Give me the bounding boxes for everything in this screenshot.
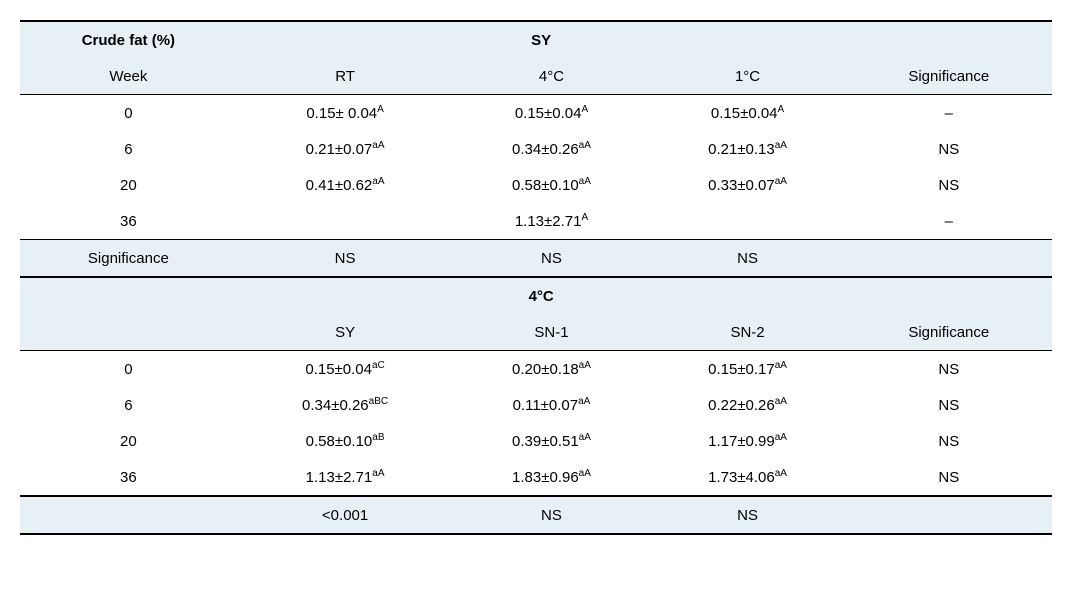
cell-c3: 1.17±0.99aA <box>650 423 846 459</box>
cell-c3 <box>650 203 846 240</box>
header-c3: 1°C <box>650 58 846 95</box>
cell-week: 0 <box>20 351 237 388</box>
cell-sig: – <box>846 203 1052 240</box>
cell-week: 36 <box>20 203 237 240</box>
table-row: 20 0.41±0.62aA 0.58±0.10aA 0.33±0.07aA N… <box>20 167 1052 203</box>
cell-week: 20 <box>20 423 237 459</box>
cell-c1: 0.15±0.04aC <box>237 351 454 388</box>
footer-c3: NS <box>650 496 846 534</box>
table-row: 0 0.15± 0.04A 0.15±0.04A 0.15±0.04A – <box>20 95 1052 132</box>
header-c1: SY <box>237 314 454 351</box>
section1-footer-row: Significance NS NS NS <box>20 240 1052 278</box>
footer-label: Significance <box>20 240 237 278</box>
footer-c2: NS <box>453 496 649 534</box>
empty-cell <box>20 277 237 314</box>
cell-sig: NS <box>846 423 1052 459</box>
section2-title-row: 4°C <box>20 277 1052 314</box>
cell-c2: 0.34±0.26aA <box>453 131 649 167</box>
table-row: 36 1.13±2.71A – <box>20 203 1052 240</box>
header-c2: SN-1 <box>453 314 649 351</box>
data-table: Crude fat (%) SY Week RT 4°C 1°C Signifi… <box>20 20 1052 535</box>
section1-title-row: Crude fat (%) SY <box>20 21 1052 58</box>
footer-c1: <0.001 <box>237 496 454 534</box>
header-sig: Significance <box>846 58 1052 95</box>
empty-cell <box>846 277 1052 314</box>
table-row: 36 1.13±2.71aA 1.83±0.96aA 1.73±4.06aA N… <box>20 459 1052 496</box>
section1-title-left: Crude fat (%) <box>20 21 237 58</box>
cell-c3: 1.73±4.06aA <box>650 459 846 496</box>
cell-c1: 1.13±2.71aA <box>237 459 454 496</box>
cell-c3: 0.21±0.13aA <box>650 131 846 167</box>
footer-c2: NS <box>453 240 649 278</box>
cell-c2: 0.58±0.10aA <box>453 167 649 203</box>
section1-header-row: Week RT 4°C 1°C Significance <box>20 58 1052 95</box>
table-row: 6 0.21±0.07aA 0.34±0.26aA 0.21±0.13aA NS <box>20 131 1052 167</box>
footer-c3: NS <box>650 240 846 278</box>
cell-sig: NS <box>846 167 1052 203</box>
section1-title-center: SY <box>237 21 846 58</box>
footer-sig <box>846 240 1052 278</box>
footer-c1: NS <box>237 240 454 278</box>
cell-c3: 0.33±0.07aA <box>650 167 846 203</box>
header-c2: 4°C <box>453 58 649 95</box>
cell-week: 6 <box>20 387 237 423</box>
cell-sig: NS <box>846 351 1052 388</box>
section2-footer-row: <0.001 NS NS <box>20 496 1052 534</box>
cell-sig: – <box>846 95 1052 132</box>
cell-c3: 0.15±0.04A <box>650 95 846 132</box>
cell-c3: 0.15±0.17aA <box>650 351 846 388</box>
footer-label <box>20 496 237 534</box>
table-row: 6 0.34±0.26aBC 0.11±0.07aA 0.22±0.26aA N… <box>20 387 1052 423</box>
cell-c1: 0.15± 0.04A <box>237 95 454 132</box>
cell-week: 20 <box>20 167 237 203</box>
cell-c1: 0.21±0.07aA <box>237 131 454 167</box>
header-week: Week <box>20 58 237 95</box>
cell-c2: 0.39±0.51aA <box>453 423 649 459</box>
header-sig: Significance <box>846 314 1052 351</box>
cell-c2: 0.15±0.04A <box>453 95 649 132</box>
table-row: 20 0.58±0.10aB 0.39±0.51aA 1.17±0.99aA N… <box>20 423 1052 459</box>
cell-c1: 0.58±0.10aB <box>237 423 454 459</box>
cell-c2: 0.20±0.18aA <box>453 351 649 388</box>
header-week <box>20 314 237 351</box>
header-c1: RT <box>237 58 454 95</box>
cell-c2: 0.11±0.07aA <box>453 387 649 423</box>
cell-c2: 1.83±0.96aA <box>453 459 649 496</box>
table-row: 0 0.15±0.04aC 0.20±0.18aA 0.15±0.17aA NS <box>20 351 1052 388</box>
cell-c1: 0.41±0.62aA <box>237 167 454 203</box>
cell-sig: NS <box>846 387 1052 423</box>
cell-sig: NS <box>846 459 1052 496</box>
cell-week: 36 <box>20 459 237 496</box>
cell-c1: 0.34±0.26aBC <box>237 387 454 423</box>
empty-cell <box>846 21 1052 58</box>
cell-c3: 0.22±0.26aA <box>650 387 846 423</box>
cell-week: 0 <box>20 95 237 132</box>
cell-sig: NS <box>846 131 1052 167</box>
cell-c1 <box>237 203 454 240</box>
header-c3: SN-2 <box>650 314 846 351</box>
cell-week: 6 <box>20 131 237 167</box>
section2-header-row: SY SN-1 SN-2 Significance <box>20 314 1052 351</box>
section2-title-center: 4°C <box>237 277 846 314</box>
footer-sig <box>846 496 1052 534</box>
cell-c2: 1.13±2.71A <box>453 203 649 240</box>
